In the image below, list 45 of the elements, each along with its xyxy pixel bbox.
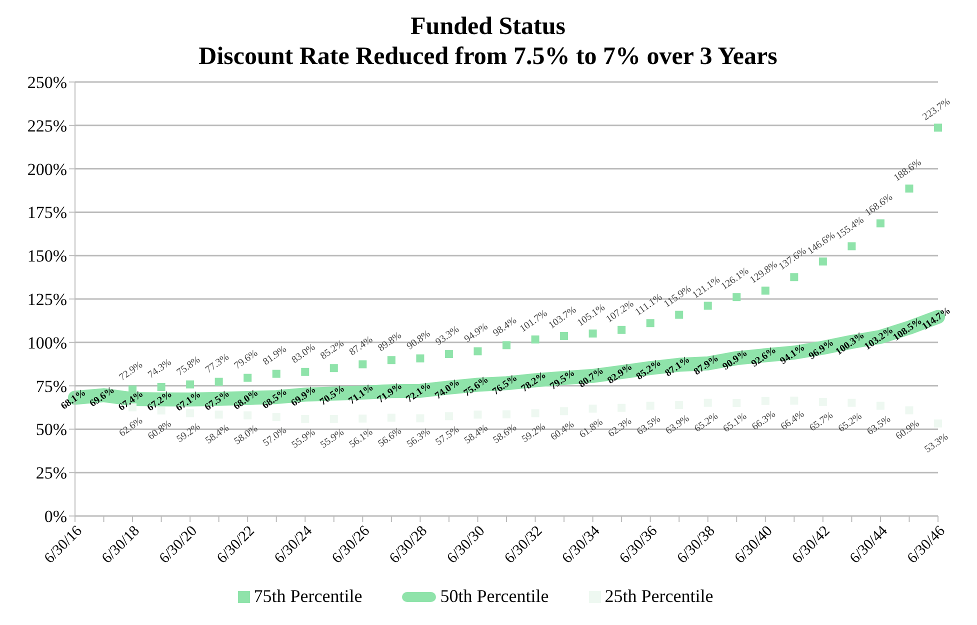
y-tick-label: 150% — [27, 246, 67, 266]
point — [444, 350, 453, 358]
point — [531, 335, 540, 344]
point — [934, 124, 942, 132]
point — [675, 310, 684, 319]
point — [214, 378, 223, 386]
point — [272, 370, 280, 378]
point — [502, 341, 510, 350]
point — [358, 360, 367, 368]
legend-label: 75th Percentile — [254, 586, 362, 607]
point — [330, 364, 338, 372]
point — [646, 319, 654, 328]
y-tick-label: 200% — [27, 160, 67, 179]
point — [761, 286, 770, 295]
point — [934, 419, 942, 428]
legend-label: 25th Percentile — [604, 586, 714, 607]
y-tick-label: 100% — [27, 333, 67, 352]
legend-label: 50th Percentile — [440, 586, 549, 607]
point — [848, 242, 856, 250]
y-tick-label: 125% — [27, 290, 67, 310]
chart-title: Funded Status — [410, 12, 566, 42]
point — [301, 368, 310, 376]
y-tick-label: 50% — [36, 420, 67, 440]
y-tick-label: 75% — [36, 376, 67, 396]
point — [704, 302, 712, 310]
point — [560, 332, 568, 340]
chart-subtitle: Discount Rate Reduced from 7.5% to 7% over 3 Years — [198, 42, 778, 72]
point — [818, 258, 827, 266]
y-tick-label: 0% — [44, 507, 67, 526]
y-tick-label: 250% — [27, 73, 67, 92]
point — [416, 354, 424, 362]
point — [157, 383, 166, 392]
point — [186, 380, 194, 388]
point — [244, 374, 252, 382]
y-tick-label: 25% — [36, 464, 67, 483]
point — [387, 356, 396, 364]
y-tick-label: 175% — [27, 203, 67, 222]
point — [618, 326, 626, 334]
point — [588, 330, 597, 338]
point — [876, 219, 884, 228]
point — [905, 184, 914, 193]
point — [732, 293, 741, 302]
point — [474, 347, 482, 356]
y-tick-label: 225% — [27, 116, 67, 136]
point — [790, 273, 798, 282]
